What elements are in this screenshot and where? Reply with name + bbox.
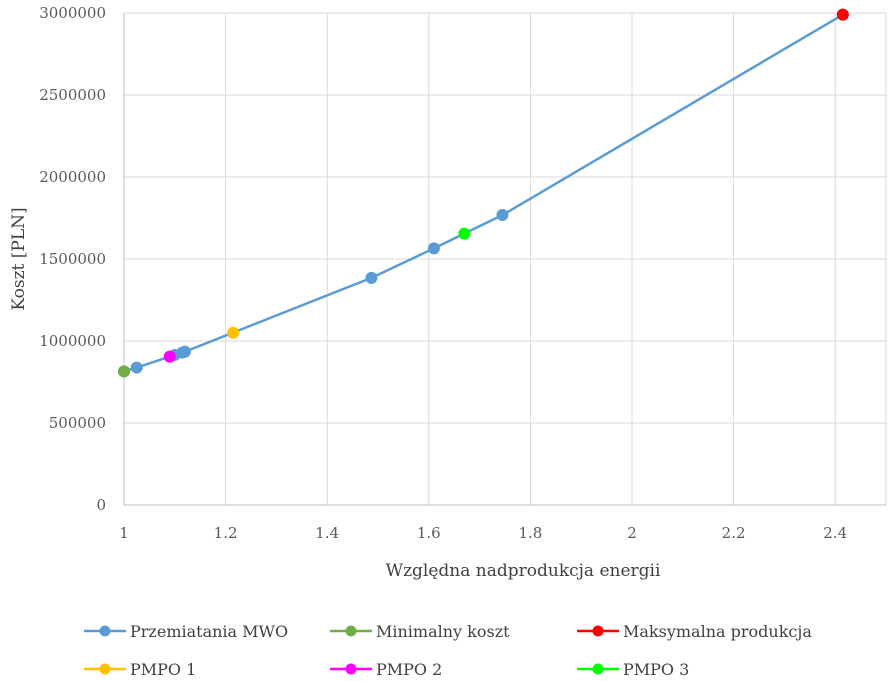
legend-label: Maksymalna produkcja [623,622,812,641]
series-1 [118,365,130,378]
legend-item: Przemiatania MWO [84,622,288,641]
x-tick-label: 2.4 [823,524,847,542]
legend-item: Minimalny koszt [330,622,510,641]
data-point [836,8,849,21]
series-line [123,13,844,373]
y-tick-label: 500000 [49,414,106,432]
series-layer [118,8,849,378]
y-axis-title: Koszt [PLN] [9,207,29,310]
x-tick-label: 1.4 [315,524,339,542]
data-point [365,271,378,284]
y-tick-label: 0 [96,496,106,514]
y-tick-label: 1500000 [39,250,106,268]
legend-label: PMPO 2 [376,660,442,679]
data-point [178,345,191,358]
y-tick-label: 2000000 [39,168,106,186]
data-point [130,361,143,374]
y-tick-label: 2500000 [39,86,106,104]
series-3 [227,326,240,339]
data-point [458,227,471,240]
series-0 [118,8,849,378]
legend-swatch-marker [345,663,357,675]
series-2 [836,8,849,21]
legend-swatch-marker [99,663,111,675]
x-tick-label: 2.2 [722,524,746,542]
legend-swatch-marker [99,625,111,637]
series-5 [458,227,471,240]
data-point [163,350,176,363]
x-tick-label: 1.2 [214,524,238,542]
x-tick-label: 1 [119,524,129,542]
legend-swatch-marker [592,663,604,675]
legend-item: PMPO 2 [330,660,442,679]
data-point [496,209,509,222]
legend: Przemiatania MWO Minimalny koszt Maksymaln… [84,622,812,679]
y-tick-label: 3000000 [39,4,106,22]
legend-label: Minimalny koszt [376,622,510,641]
x-axis-title: Względna nadprodukcja energii [386,561,661,581]
grid [124,12,887,505]
legend-swatch-marker [345,625,357,637]
legend-item: PMPO 1 [84,660,196,679]
data-point [118,365,130,378]
legend-swatch-marker [592,625,604,637]
series-4 [163,350,176,363]
legend-item: PMPO 3 [577,660,689,679]
data-point [427,242,440,255]
y-tick-label: 1000000 [39,332,106,350]
data-point [227,326,240,339]
x-tick-label: 1.8 [518,524,542,542]
legend-label: PMPO 3 [623,660,689,679]
axes: 0 500000 1000000 1500000 2000000 2500000 30000… [39,4,886,542]
x-tick-label: 2 [627,524,637,542]
legend-item: Maksymalna produkcja [577,622,812,641]
legend-label: Przemiatania MWO [130,622,288,641]
legend-label: PMPO 1 [130,660,196,679]
x-tick-label: 1.6 [417,524,441,542]
